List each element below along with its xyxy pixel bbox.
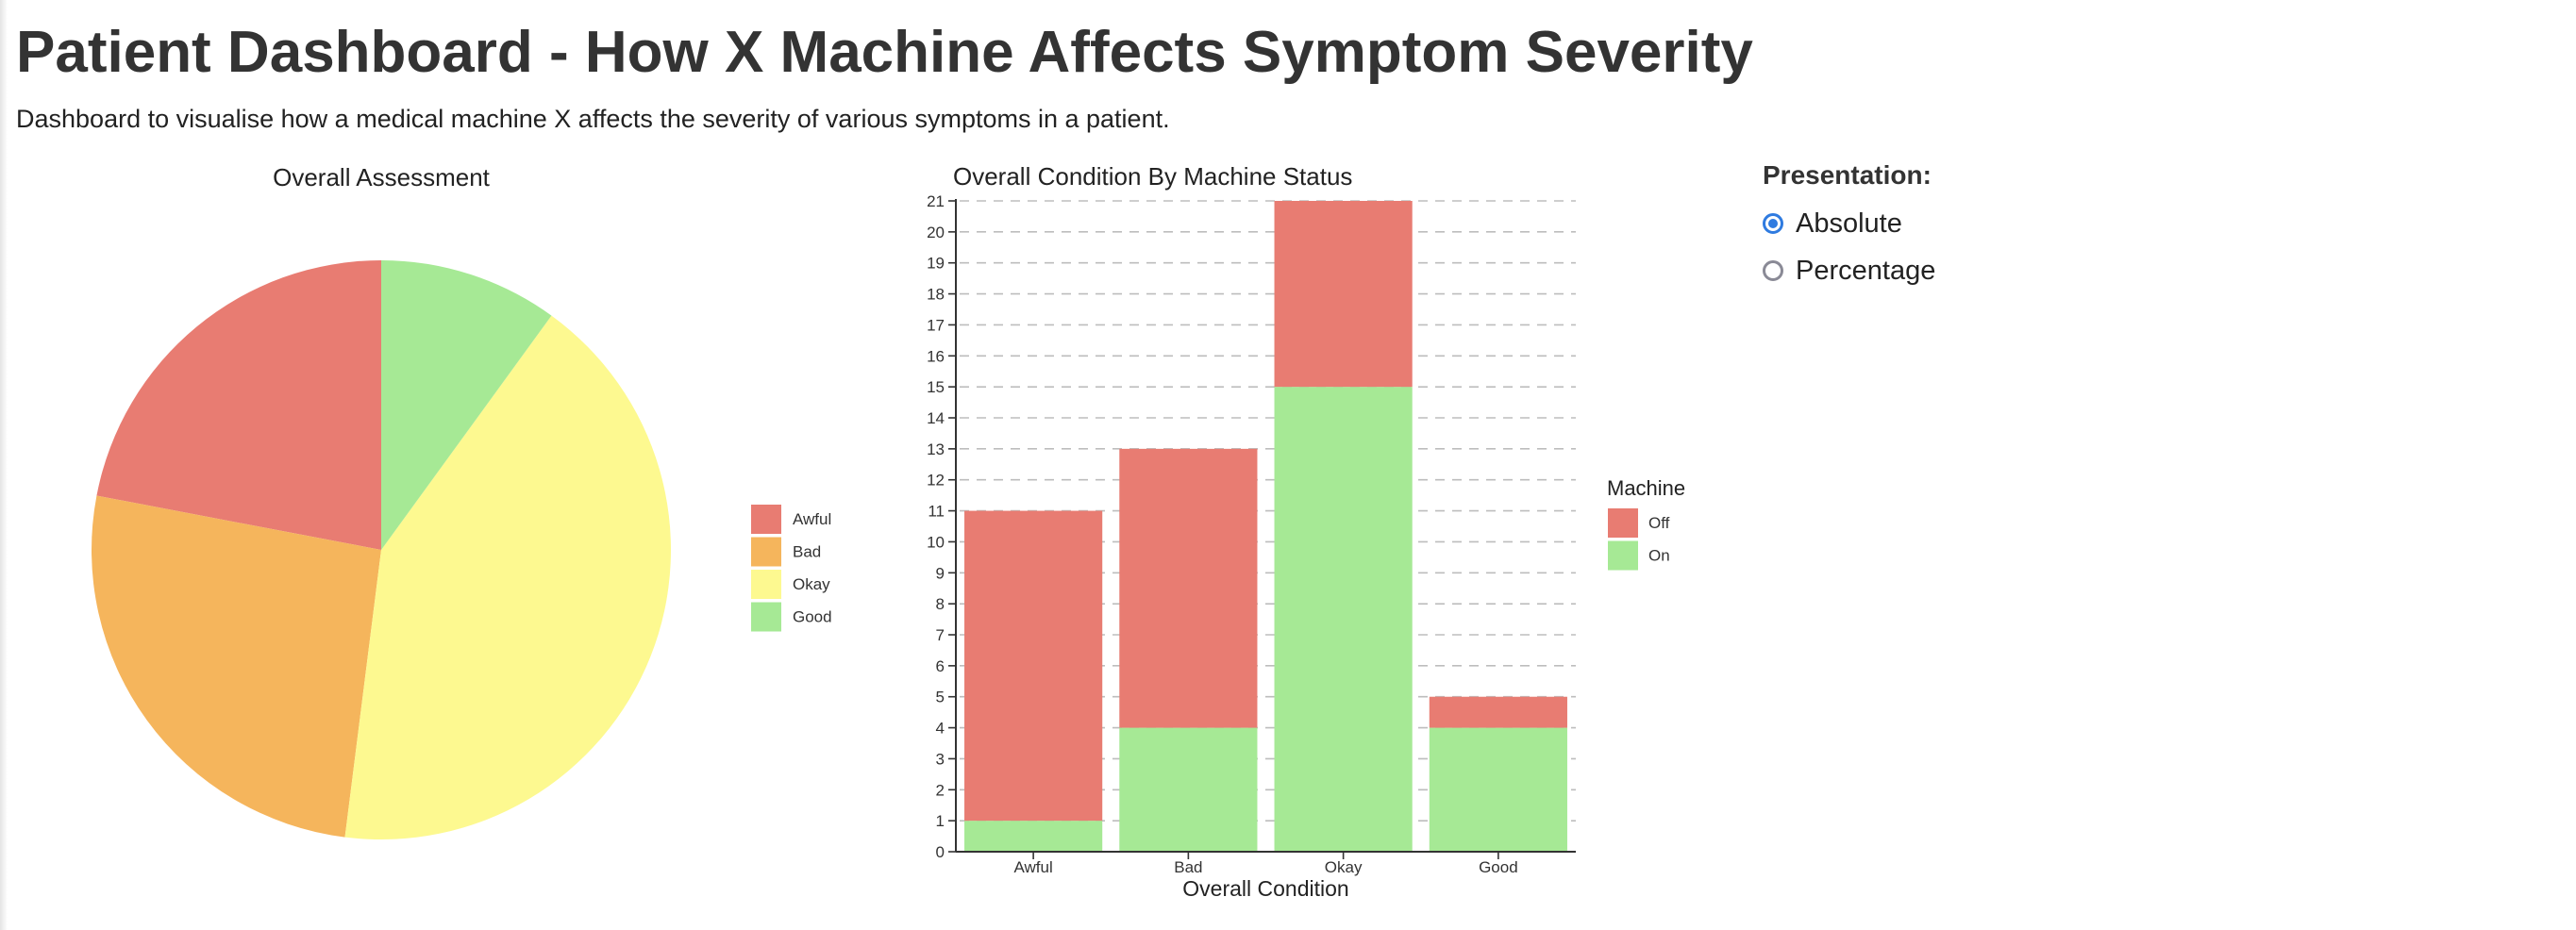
machine-legend-label-off: Off xyxy=(1648,514,1670,532)
radio-option-absolute[interactable]: Absolute xyxy=(1763,200,1935,247)
radio-percentage-icon[interactable] xyxy=(1763,260,1783,281)
y-tick-label: 12 xyxy=(927,472,945,490)
pie-slice-okay xyxy=(344,315,671,839)
y-tick-label: 20 xyxy=(927,224,945,241)
page-title: Patient Dashboard - How X Machine Affect… xyxy=(16,20,1753,85)
bar-bad-on xyxy=(1119,727,1258,852)
y-tick-label: 1 xyxy=(936,812,945,830)
bar-title: Overall Condition By Machine Status xyxy=(953,162,1352,191)
pie-slice-good xyxy=(381,260,552,550)
machine-legend-label-on: On xyxy=(1648,547,1670,565)
x-tick-label: Okay xyxy=(1325,858,1363,876)
y-tick-label: 3 xyxy=(936,750,945,768)
radio-absolute-icon[interactable] xyxy=(1763,213,1783,234)
y-tick-label: 0 xyxy=(936,843,945,861)
presentation-control: Presentation: Absolute Percentage xyxy=(1763,160,1935,294)
y-tick-label: 2 xyxy=(936,781,945,799)
y-tick-label: 7 xyxy=(936,626,945,644)
bar-okay-off xyxy=(1274,201,1413,388)
window-edge-shadow xyxy=(0,0,8,930)
y-tick-label: 14 xyxy=(927,409,945,427)
y-tick-label: 10 xyxy=(927,533,945,551)
pie-legend-label-okay: Okay xyxy=(793,575,830,593)
radio-option-percentage[interactable]: Percentage xyxy=(1763,247,1935,294)
pie-title: Overall Assessment xyxy=(273,163,491,191)
pie-legend-label-good: Good xyxy=(793,608,832,626)
page-subtitle: Dashboard to visualise how a medical mac… xyxy=(16,105,1170,133)
y-tick-label: 21 xyxy=(927,192,945,210)
x-tick-label: Awful xyxy=(1013,858,1052,876)
radio-absolute-label: Absolute xyxy=(1796,208,1902,239)
y-tick-label: 16 xyxy=(927,347,945,365)
machine-legend-title: Machine xyxy=(1607,476,1685,500)
presentation-label: Presentation: xyxy=(1763,160,1932,190)
y-tick-label: 6 xyxy=(936,657,945,675)
bar-good-off xyxy=(1429,696,1567,728)
bar-okay-on xyxy=(1274,387,1413,852)
machine-legend-swatch-off xyxy=(1608,508,1638,538)
y-tick-label: 17 xyxy=(927,316,945,334)
y-tick-label: 15 xyxy=(927,378,945,396)
y-tick-label: 5 xyxy=(936,689,945,706)
y-tick-label: 4 xyxy=(936,720,945,738)
y-tick-label: 9 xyxy=(936,564,945,582)
bar-bad-off xyxy=(1119,448,1258,728)
machine-legend-swatch-on xyxy=(1608,540,1638,571)
x-tick-label: Bad xyxy=(1174,858,1202,876)
pie-slice-bad xyxy=(91,495,381,838)
x-tick-label: Good xyxy=(1479,858,1518,876)
y-tick-label: 11 xyxy=(928,503,945,521)
y-tick-label: 8 xyxy=(936,595,945,613)
bar-awful-on xyxy=(964,821,1103,852)
pie-legend-swatch-okay xyxy=(751,570,781,599)
pie-legend-swatch-good xyxy=(751,602,781,632)
y-tick-label: 18 xyxy=(927,286,945,304)
bar-good-on xyxy=(1429,727,1567,852)
pie-legend-label-bad: Bad xyxy=(793,543,821,561)
y-tick-label: 13 xyxy=(927,440,945,458)
pie-legend-swatch-awful xyxy=(751,505,781,534)
radio-percentage-label: Percentage xyxy=(1796,255,1936,286)
pie-slice-awful xyxy=(96,260,382,550)
pie-legend-label-awful: Awful xyxy=(793,510,831,528)
y-tick-label: 19 xyxy=(927,255,945,273)
x-axis-title: Overall Condition xyxy=(1182,876,1348,901)
bar-awful-off xyxy=(964,510,1103,822)
pie-legend-swatch-bad xyxy=(751,537,781,567)
